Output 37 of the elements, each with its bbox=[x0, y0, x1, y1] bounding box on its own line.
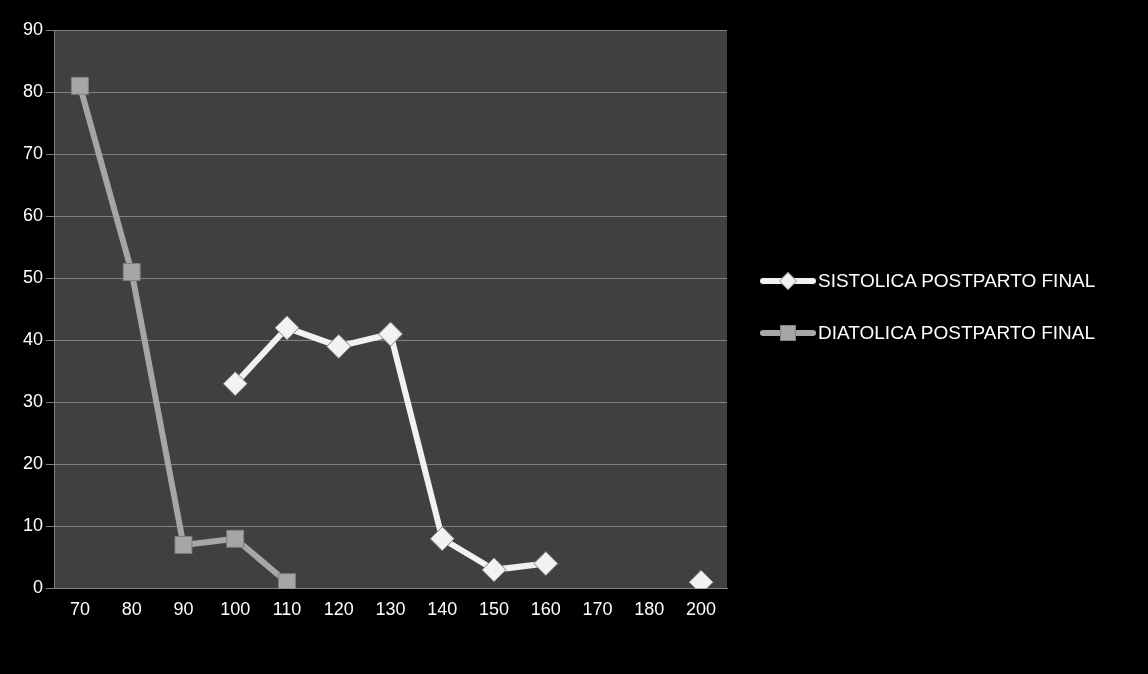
x-tick-label: 90 bbox=[173, 599, 194, 620]
y-tick-label: 70 bbox=[22, 143, 44, 164]
x-tick-label: 110 bbox=[272, 599, 302, 620]
point bbox=[274, 315, 300, 341]
y-tick-label: 50 bbox=[22, 267, 44, 288]
legend-label: DIATOLICA POSTPARTO FINAL bbox=[818, 322, 1095, 344]
y-tick-label: 40 bbox=[22, 329, 44, 350]
legend-label: SISTOLICA POSTPARTO FINAL bbox=[818, 270, 1096, 292]
point bbox=[222, 371, 248, 397]
x-tick-label: 120 bbox=[323, 599, 354, 620]
x-tick-label: 130 bbox=[375, 599, 406, 620]
x-tick-label: 160 bbox=[530, 599, 561, 620]
point bbox=[533, 551, 559, 577]
x-tick-label: 180 bbox=[634, 599, 665, 620]
y-tick-label: 0 bbox=[33, 577, 44, 598]
y-tick-label: 20 bbox=[22, 453, 44, 474]
point bbox=[70, 76, 89, 95]
x-tick-label: 170 bbox=[582, 599, 613, 620]
x-tick-label: 150 bbox=[479, 599, 510, 620]
point bbox=[481, 557, 507, 583]
point bbox=[429, 526, 455, 552]
x-tick-label: 100 bbox=[220, 599, 251, 620]
point bbox=[226, 529, 245, 548]
point bbox=[326, 333, 352, 359]
x-tick-label: 80 bbox=[121, 599, 142, 620]
y-tick-label: 30 bbox=[22, 391, 44, 412]
x-tick-label: 140 bbox=[427, 599, 458, 620]
y-tick-label: 60 bbox=[22, 205, 44, 226]
x-tick-label: 200 bbox=[686, 599, 717, 620]
y-tick-label: 80 bbox=[22, 81, 44, 102]
point bbox=[277, 573, 296, 589]
y-tick-label: 90 bbox=[22, 18, 44, 39]
y-tick-label: 10 bbox=[22, 515, 44, 536]
x-tick-label: 70 bbox=[69, 599, 90, 620]
point bbox=[174, 535, 193, 554]
point bbox=[378, 321, 404, 347]
point bbox=[122, 262, 141, 281]
